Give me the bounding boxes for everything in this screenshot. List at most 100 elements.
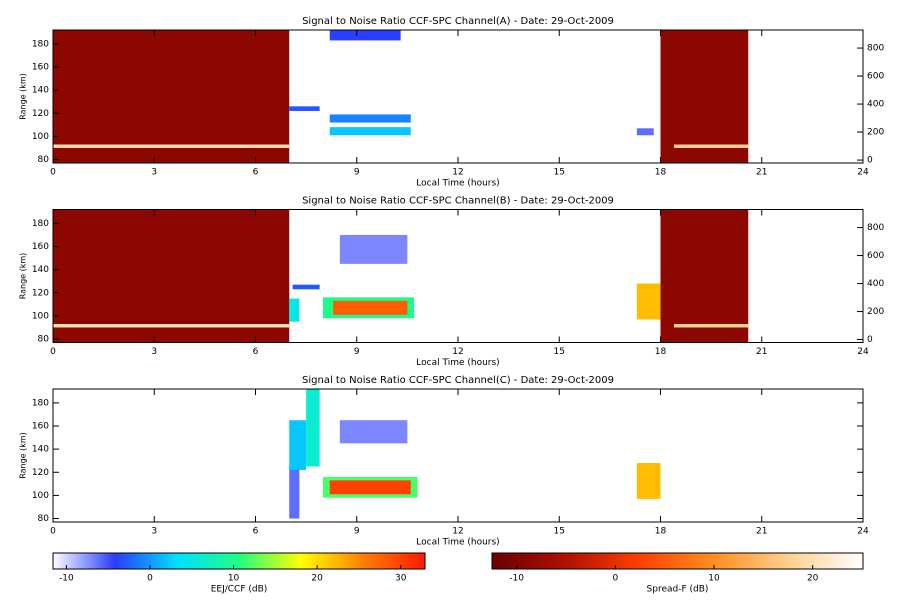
snr-cell bbox=[329, 114, 411, 123]
x-tick-label: 21 bbox=[756, 347, 767, 357]
y-tick-label: 80 bbox=[38, 514, 50, 524]
x-tick-label: 6 bbox=[253, 347, 259, 357]
x-axis-label: Local Time (hours) bbox=[416, 179, 499, 189]
snr-cell bbox=[306, 389, 320, 467]
x-tick-label: 9 bbox=[354, 347, 360, 357]
x-tick-label: 24 bbox=[857, 347, 869, 357]
snr-cell bbox=[636, 128, 654, 136]
colorbar-tick-label: -10 bbox=[509, 574, 524, 584]
y-tick-label: 80 bbox=[38, 335, 50, 345]
heatmap bbox=[53, 30, 749, 163]
x-tick-label: 3 bbox=[151, 347, 157, 357]
snr-cell bbox=[53, 144, 290, 148]
snr-cell bbox=[292, 284, 320, 290]
colorbar-tick-label: 10 bbox=[708, 574, 720, 584]
y-tick-label: 120 bbox=[32, 468, 49, 478]
y2-tick-label: 0 bbox=[867, 335, 873, 345]
x-tick-label: 0 bbox=[50, 347, 56, 357]
snr-cell bbox=[636, 283, 661, 320]
snr-cell bbox=[660, 209, 749, 343]
snr-cell bbox=[53, 30, 290, 163]
x-tick-label: 18 bbox=[655, 168, 667, 178]
colorbar-label: EEJ/CCF (dB) bbox=[211, 585, 268, 595]
snr-cell bbox=[329, 480, 411, 495]
snr-cell bbox=[53, 323, 290, 328]
y2-tick-label: 0 bbox=[867, 156, 873, 166]
snr-cell bbox=[289, 420, 307, 470]
snr-cell bbox=[53, 209, 290, 343]
y-tick-label: 80 bbox=[38, 155, 50, 165]
colorbar-tick-label: 30 bbox=[395, 574, 407, 584]
y2-tick-label: 200 bbox=[867, 307, 884, 317]
x-tick-label: 6 bbox=[253, 527, 259, 537]
x-tick-label: 15 bbox=[554, 527, 565, 537]
y-tick-label: 160 bbox=[32, 63, 49, 73]
colorbar bbox=[52, 552, 426, 570]
y-tick-label: 140 bbox=[32, 86, 49, 96]
y2-tick-label: 400 bbox=[867, 279, 884, 289]
colorbar-tick-label: -10 bbox=[59, 574, 74, 584]
x-tick-label: 12 bbox=[452, 168, 463, 178]
snr-cell bbox=[674, 144, 749, 148]
colorbar-tick-label: 10 bbox=[228, 574, 240, 584]
colorbar-tick-label: 20 bbox=[311, 574, 323, 584]
x-tick-label: 18 bbox=[655, 527, 667, 537]
x-tick-label: 9 bbox=[354, 168, 360, 178]
x-tick-label: 0 bbox=[50, 527, 56, 537]
y-tick-label: 120 bbox=[32, 109, 49, 119]
panel-title: Signal to Noise Ratio CCF-SPC Channel(A)… bbox=[302, 16, 614, 27]
snr-cell bbox=[333, 300, 408, 315]
x-tick-label: 6 bbox=[253, 168, 259, 178]
snr-cell bbox=[329, 30, 401, 41]
snr-cell bbox=[289, 466, 300, 519]
x-tick-label: 24 bbox=[857, 168, 869, 178]
snr-cell bbox=[660, 30, 749, 163]
snr-cell bbox=[339, 234, 408, 264]
y-axis-label: Range (km) bbox=[19, 253, 28, 300]
y2-tick-label: 800 bbox=[867, 223, 884, 233]
plot-frame bbox=[52, 388, 864, 523]
x-axis-label: Local Time (hours) bbox=[416, 538, 499, 548]
y-tick-label: 100 bbox=[32, 311, 49, 321]
snr-cell bbox=[636, 463, 661, 499]
colorbar bbox=[491, 552, 864, 570]
y-axis-label: Range (km) bbox=[19, 432, 28, 479]
y-tick-label: 120 bbox=[32, 288, 49, 298]
y2-tick-label: 800 bbox=[867, 44, 884, 54]
x-tick-label: 3 bbox=[151, 527, 157, 537]
y2-tick-label: 400 bbox=[867, 100, 884, 110]
snr-cell bbox=[289, 298, 300, 322]
panel-title: Signal to Noise Ratio CCF-SPC Channel(C)… bbox=[302, 375, 614, 386]
y-tick-label: 160 bbox=[32, 242, 49, 252]
colorbar-tick-label: 20 bbox=[807, 574, 819, 584]
x-tick-label: 12 bbox=[452, 347, 463, 357]
x-tick-label: 18 bbox=[655, 347, 667, 357]
x-tick-label: 21 bbox=[756, 527, 767, 537]
y2-tick-label: 200 bbox=[867, 128, 884, 138]
x-tick-label: 0 bbox=[50, 168, 56, 178]
x-tick-label: 15 bbox=[554, 347, 565, 357]
x-tick-label: 3 bbox=[151, 168, 157, 178]
x-tick-label: 21 bbox=[756, 168, 767, 178]
y2-tick-label: 600 bbox=[867, 72, 884, 82]
snr-cell bbox=[289, 106, 320, 111]
y-tick-label: 100 bbox=[32, 491, 49, 501]
y-tick-label: 140 bbox=[32, 265, 49, 275]
x-tick-label: 24 bbox=[857, 527, 869, 537]
x-tick-label: 12 bbox=[452, 527, 463, 537]
y-tick-label: 180 bbox=[32, 39, 49, 49]
heatmap bbox=[289, 389, 661, 519]
colorbar-tick-label: 0 bbox=[147, 574, 153, 584]
colorbar-label: Spread-F (dB) bbox=[647, 585, 709, 595]
y-tick-label: 100 bbox=[32, 132, 49, 142]
y-tick-label: 180 bbox=[32, 219, 49, 229]
x-tick-label: 9 bbox=[354, 527, 360, 537]
x-axis-label: Local Time (hours) bbox=[416, 358, 499, 368]
snr-cell bbox=[329, 127, 411, 136]
snr-cell bbox=[674, 323, 749, 328]
panel-title: Signal to Noise Ratio CCF-SPC Channel(B)… bbox=[302, 196, 614, 207]
snr-cell bbox=[339, 420, 408, 444]
heatmap bbox=[53, 209, 749, 343]
y-tick-label: 160 bbox=[32, 422, 49, 432]
